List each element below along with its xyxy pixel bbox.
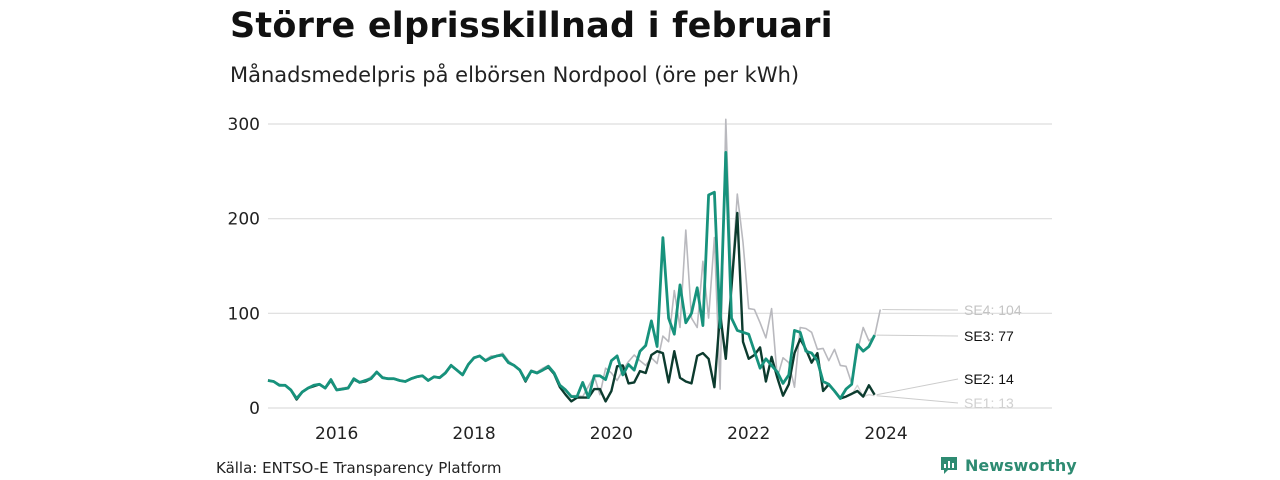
y-tick-label: 0: [249, 399, 260, 419]
series-line-se4: [267, 118, 882, 399]
grid-lines: [268, 123, 1052, 409]
end-label-connector: [876, 378, 959, 396]
end-label-se4: SE4: 104: [964, 302, 1022, 318]
y-axis-ticks: 0 100 200 300: [228, 115, 260, 419]
end-labels: SE4: 104 SE1: 13 SE2: 14 SE3: 77: [876, 302, 1022, 411]
end-label-se3: SE3: 77: [964, 328, 1014, 344]
source-note: Källa: ENTSO-E Transparency Platform: [216, 459, 502, 477]
end-label-connector: [876, 395, 959, 404]
x-tick-label: 2016: [315, 424, 358, 444]
y-tick-label: 300: [228, 115, 260, 135]
x-tick-label: 2022: [727, 424, 770, 444]
y-tick-label: 100: [228, 304, 260, 324]
brand-logo: Newsworthy: [939, 455, 1077, 475]
brand-name: Newsworthy: [965, 455, 1077, 475]
x-tick-label: 2024: [864, 424, 907, 444]
series-line-se1: [267, 217, 875, 403]
end-label-connector: [876, 334, 959, 337]
chart-title: Större elprisskillnad i februari: [230, 6, 833, 46]
newsworthy-logo-icon: [941, 457, 957, 474]
series-line-se3: [267, 150, 876, 400]
end-label-se2: SE2: 14: [964, 371, 1014, 387]
series-line-se2: [267, 211, 876, 403]
chart-subtitle: Månadsmedelpris på elbörsen Nordpool (ör…: [230, 63, 800, 87]
end-label-se1: SE1: 13: [964, 395, 1014, 411]
x-tick-label: 2018: [452, 424, 495, 444]
x-axis-ticks: 2016 2018 2020 2022 2024: [315, 424, 908, 444]
series-lines: [267, 118, 882, 403]
x-tick-label: 2020: [590, 424, 633, 444]
y-tick-label: 200: [228, 210, 260, 230]
